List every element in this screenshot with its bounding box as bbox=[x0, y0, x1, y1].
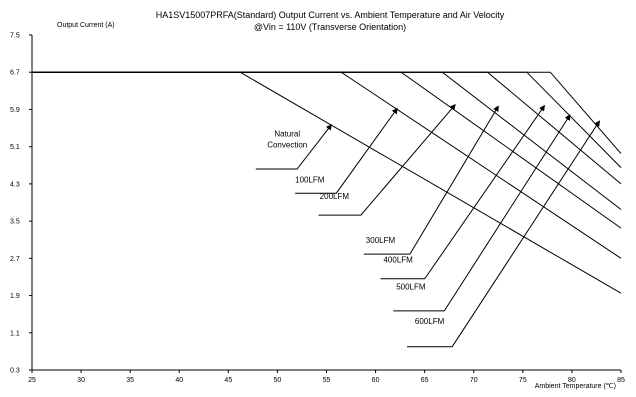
y-tick-label: 1.9 bbox=[10, 293, 20, 300]
plot-axes bbox=[32, 35, 621, 370]
curve-label: 100LFM bbox=[295, 175, 325, 184]
series-line-400lfm bbox=[32, 72, 621, 184]
x-axis-ticks: 25 30 35 40 45 50 55 60 65 70 75 80 85 bbox=[28, 370, 625, 384]
x-tick-label: 40 bbox=[175, 377, 183, 384]
series-line-200lfm bbox=[32, 72, 621, 228]
y-tick-label: 0.3 bbox=[10, 368, 20, 375]
curve-label: 400LFM bbox=[383, 256, 413, 265]
curve-label: 300LFM bbox=[366, 236, 396, 245]
leader-arrow bbox=[364, 106, 499, 254]
x-tick-label: 80 bbox=[568, 377, 576, 384]
series-line-500lfm bbox=[32, 72, 621, 167]
x-tick-label: 70 bbox=[470, 377, 478, 384]
x-tick-label: 55 bbox=[323, 377, 331, 384]
y-tick-label: 4.3 bbox=[10, 181, 20, 188]
x-tick-label: 60 bbox=[372, 377, 380, 384]
series-line-300lfm bbox=[32, 72, 621, 209]
y-tick-label: 1.1 bbox=[10, 330, 20, 337]
x-tick-label: 30 bbox=[77, 377, 85, 384]
x-axis-label: Ambient Temperature (℃) bbox=[535, 383, 616, 390]
curve-labels: Natural Convection 100LFM 200LFM 300LFM 400LF… bbox=[256, 105, 600, 347]
leader-arrow bbox=[407, 121, 599, 347]
leader-arrow bbox=[393, 115, 570, 311]
curve-label: Convection bbox=[267, 141, 307, 150]
chart-title: HA1SV15007PRFA(Standard) Output Current … bbox=[156, 10, 505, 20]
curve-label: Natural bbox=[274, 129, 300, 138]
y-axis-label: Output Current (A) bbox=[57, 22, 115, 29]
x-tick-label: 75 bbox=[519, 377, 527, 384]
x-tick-label: 50 bbox=[274, 377, 282, 384]
series-lines bbox=[32, 72, 621, 293]
curve-label: 500LFM bbox=[396, 283, 426, 292]
x-tick-label: 35 bbox=[126, 377, 134, 384]
y-tick-label: 7.5 bbox=[10, 33, 20, 40]
y-axis-ticks: 7.5 6.7 5.9 5.1 4.3 3.5 2.7 1.9 1.1 0.3 bbox=[10, 33, 32, 375]
y-tick-label: 5.1 bbox=[10, 144, 20, 151]
series-line-natural-convection bbox=[32, 72, 621, 293]
chart-subtitle: @Vin = 110V (Transverse Orientation) bbox=[254, 22, 406, 32]
y-tick-label: 6.7 bbox=[10, 70, 20, 77]
y-tick-label: 5.9 bbox=[10, 107, 20, 114]
x-tick-label: 65 bbox=[421, 377, 429, 384]
curve-label: 200LFM bbox=[320, 192, 350, 201]
x-tick-label: 45 bbox=[224, 377, 232, 384]
x-tick-label: 25 bbox=[28, 377, 36, 384]
x-tick-label: 85 bbox=[617, 377, 625, 384]
curve-label: 600LFM bbox=[415, 317, 445, 326]
y-tick-label: 3.5 bbox=[10, 219, 20, 226]
y-tick-label: 2.7 bbox=[10, 256, 20, 263]
